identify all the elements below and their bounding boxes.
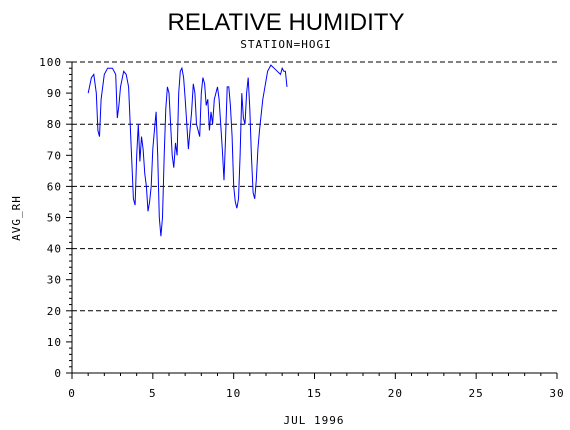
y-tick-label: 70 [47, 149, 62, 162]
x-axis: 0 5 10 15 20 25 30 [68, 373, 564, 400]
chart-subtitle: STATION=HOGI [240, 38, 331, 51]
gridlines [72, 61, 557, 374]
y-tick-label: 50 [47, 212, 62, 225]
y-tick-label: 90 [47, 87, 62, 100]
y-tick-label: 100 [39, 56, 62, 69]
y-tick-label: 0 [54, 367, 62, 380]
series-group [87, 64, 288, 237]
x-tick-label: 30 [549, 387, 564, 400]
x-tick-label: 5 [149, 387, 157, 400]
series-line-avg-rh [87, 64, 288, 237]
y-tick-label: 80 [47, 118, 62, 131]
x-tick-label: 25 [469, 387, 484, 400]
x-tick-label: 20 [388, 387, 403, 400]
x-tick-label: 15 [307, 387, 322, 400]
plot-frame [71, 62, 557, 374]
x-tick-label: 10 [226, 387, 241, 400]
y-tick-label: 30 [47, 274, 62, 287]
chart-title: RELATIVE HUMIDITY [168, 9, 405, 36]
x-tick-label: 0 [68, 387, 76, 400]
y-axis-label: AVG_RH [10, 195, 23, 241]
y-tick-label: 60 [47, 180, 62, 193]
y-axis: 0 10 20 30 40 50 60 70 80 90 100 [39, 56, 72, 380]
y-tick-label: 40 [47, 243, 62, 256]
y-tick-label: 10 [47, 336, 62, 349]
y-tick-label: 20 [47, 305, 62, 318]
x-axis-label: JUL 1996 [284, 414, 345, 427]
